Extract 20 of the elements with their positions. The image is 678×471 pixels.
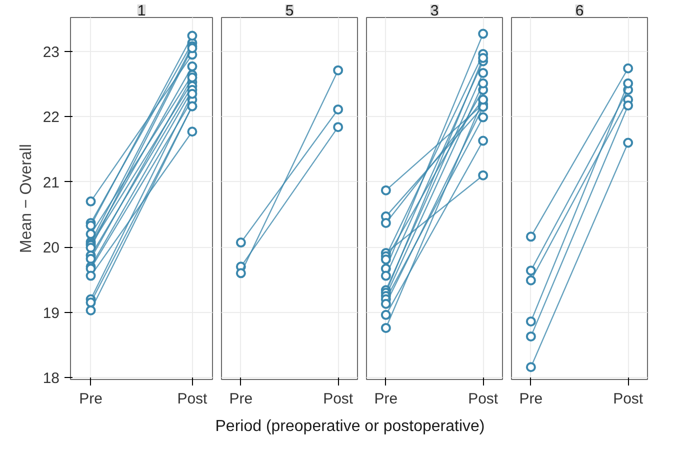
chart-title: 5	[285, 2, 294, 20]
x-tick-label: Post	[323, 390, 354, 408]
x-tick-label: Pre	[79, 390, 102, 408]
x-tick-label: Post	[177, 390, 208, 408]
y-tick-label: 19	[42, 304, 60, 322]
x-axis-title: Period (preoperative or postoperative)	[215, 417, 485, 437]
x-tick-label: Post	[468, 390, 499, 408]
x-tick-label: Post	[613, 390, 644, 408]
x-tick-label: Pre	[519, 390, 543, 408]
y-tick-label: 20	[42, 240, 60, 257]
chart-title: 1	[137, 2, 146, 20]
y-axis-title: Mean − Overall	[18, 144, 35, 253]
y-tick-label: 18	[42, 370, 60, 388]
x-tick-label: Pre	[229, 390, 253, 408]
x-tick-label: Pre	[374, 390, 398, 408]
chart-title: 3	[430, 2, 439, 20]
y-tick-label: 23	[42, 44, 60, 61]
y-tick-label: 21	[42, 174, 60, 192]
chart-title: 6	[575, 2, 584, 20]
y-tick-label: 22	[42, 109, 60, 126]
